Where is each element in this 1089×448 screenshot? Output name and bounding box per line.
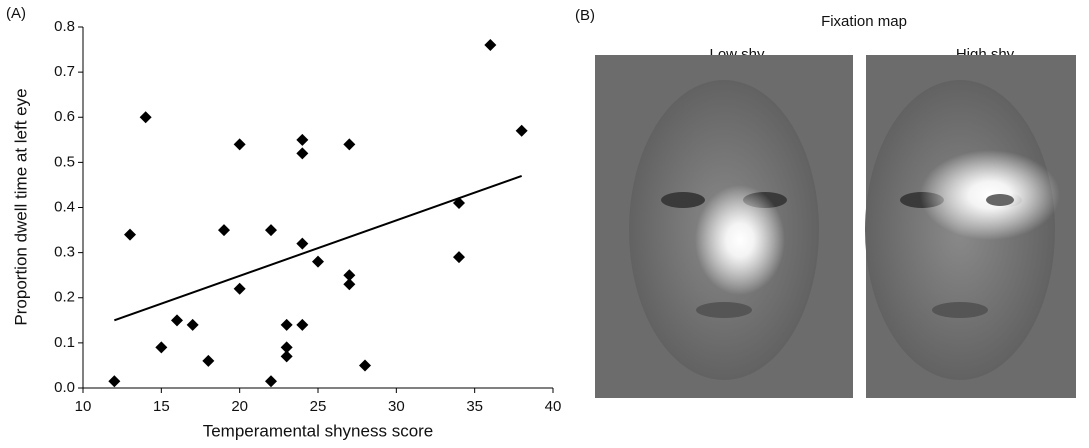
x-axis-label: Temperamental shyness score	[203, 421, 434, 440]
data-point	[265, 375, 277, 388]
y-tick-label: 0.0	[54, 379, 75, 396]
panel-title: Fixation map	[821, 13, 907, 30]
x-tick-label: 30	[388, 398, 405, 415]
data-point	[186, 318, 199, 331]
data-point	[108, 375, 121, 388]
data-point	[312, 255, 324, 268]
data-point	[280, 318, 293, 331]
face-image	[865, 55, 1076, 398]
data-point	[202, 354, 215, 367]
data-point	[218, 224, 230, 237]
data-point	[343, 138, 356, 151]
x-tick-label: 35	[466, 398, 483, 415]
data-point	[296, 147, 309, 160]
data-point	[233, 138, 246, 151]
data-point	[484, 39, 497, 52]
x-tick-label: 40	[545, 398, 562, 415]
panel-label: (B)	[575, 7, 595, 24]
data-point	[453, 251, 465, 264]
data-point	[265, 224, 277, 237]
data-point	[296, 318, 309, 331]
y-tick-label: 0.8	[54, 18, 75, 35]
face-image	[595, 55, 853, 398]
x-tick-label: 15	[153, 398, 170, 415]
data-point	[515, 124, 528, 137]
data-point	[139, 111, 152, 124]
data-point	[296, 133, 309, 146]
data-point	[155, 341, 168, 354]
data-point	[280, 341, 293, 354]
y-tick-label: 0.2	[54, 289, 75, 306]
data-point	[171, 314, 183, 327]
data-point	[343, 269, 356, 282]
y-tick-label: 0.1	[54, 334, 75, 351]
y-tick-label: 0.5	[54, 153, 75, 170]
x-tick-label: 20	[231, 398, 248, 415]
data-point	[233, 282, 246, 295]
data-point	[124, 228, 136, 241]
x-tick-label: 25	[310, 398, 327, 415]
data-point	[280, 350, 293, 363]
panel-label: (A)	[6, 5, 26, 22]
data-point	[453, 196, 465, 209]
trend-line	[113, 174, 523, 322]
x-tick-label: 10	[75, 398, 92, 415]
y-tick-label: 0.4	[54, 198, 75, 215]
y-tick-label: 0.7	[54, 63, 75, 80]
y-tick-label: 0.6	[54, 108, 75, 125]
data-point	[359, 359, 371, 372]
data-point	[296, 237, 309, 250]
y-tick-label: 0.3	[54, 244, 75, 261]
y-axis-label: Proportion dwell time at left eye	[11, 88, 30, 325]
data-point	[343, 278, 356, 291]
